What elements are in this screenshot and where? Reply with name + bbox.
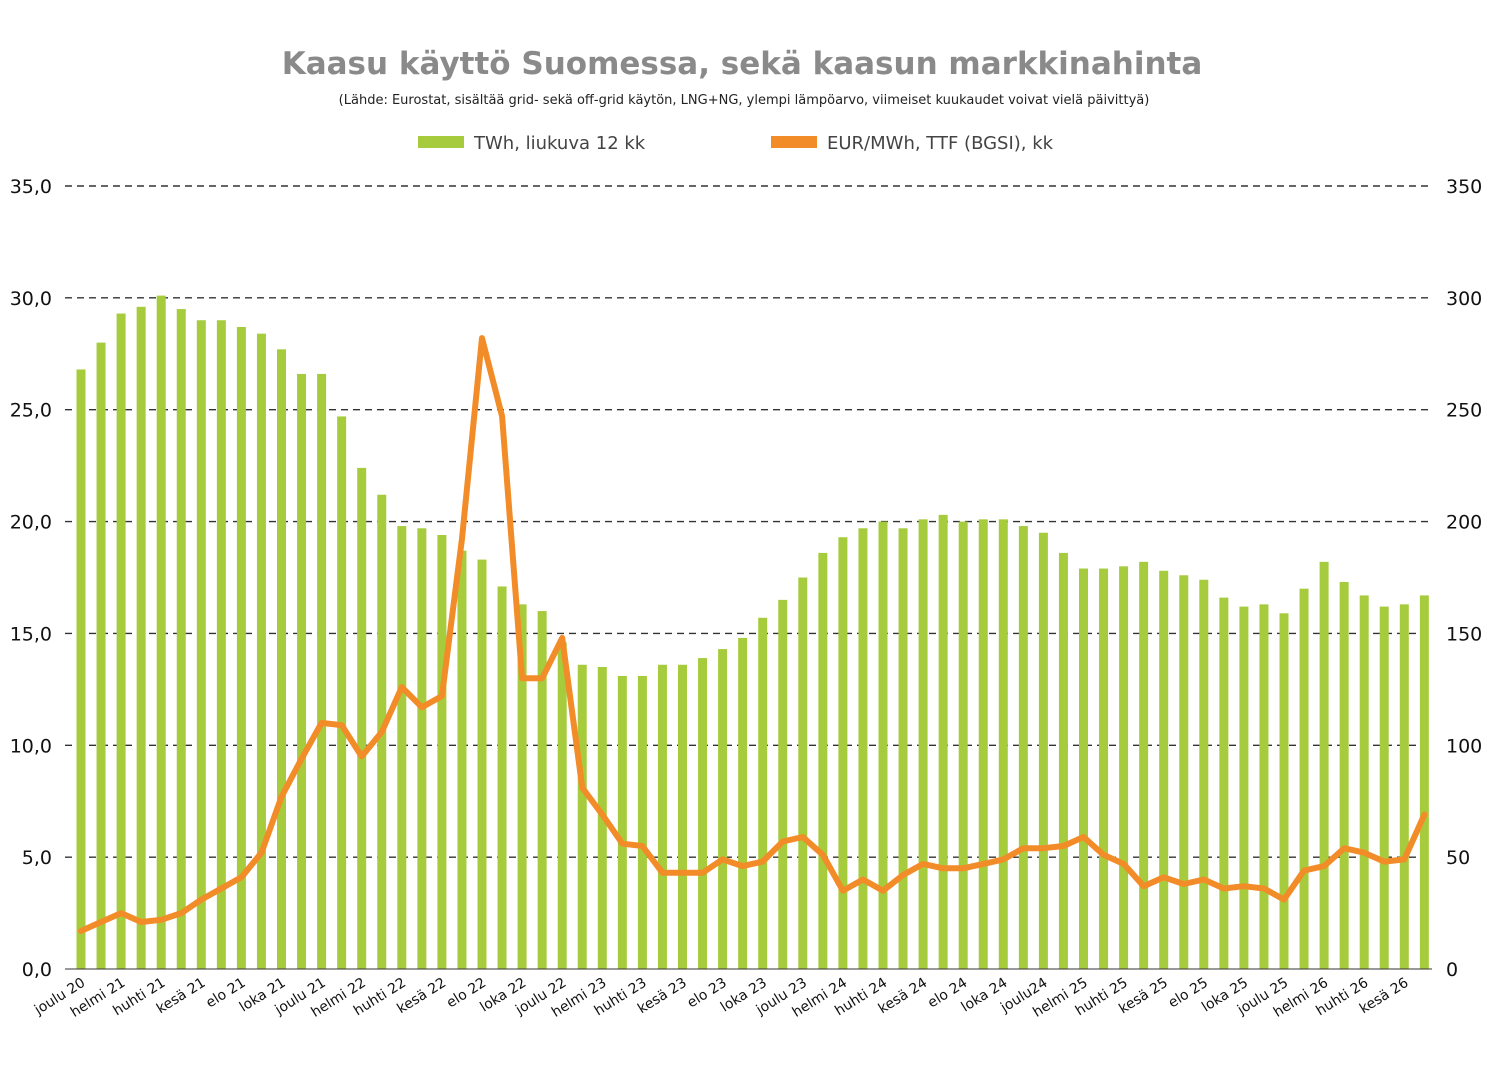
bar xyxy=(577,664,587,969)
y-right-tick-label: 200 xyxy=(1446,512,1482,534)
bar xyxy=(517,604,527,969)
y-axis-left: 0,0 5,0 10,0 15,0 20,0 25,0 30,0 35,0 xyxy=(10,176,52,981)
bar xyxy=(1419,595,1429,969)
bar xyxy=(637,675,647,969)
legend-label-bars: TWh, liukuva 12 kk xyxy=(473,133,646,154)
bar xyxy=(317,373,327,969)
bar xyxy=(798,577,808,969)
line-series xyxy=(78,335,1428,934)
bar xyxy=(277,349,286,970)
bar xyxy=(818,552,828,969)
bar xyxy=(617,675,627,969)
bar xyxy=(1058,552,1068,969)
bar xyxy=(998,519,1008,969)
y-left-tick-label: 30,0 xyxy=(10,288,52,310)
legend-swatch-bars xyxy=(418,136,464,148)
bar xyxy=(216,320,226,969)
y-left-tick-label: 15,0 xyxy=(10,623,52,645)
bar xyxy=(898,528,908,969)
legend-label-line: EUR/MWh, TTF (BGSI), kk xyxy=(827,133,1054,154)
y-left-tick-label: 35,0 xyxy=(10,176,52,198)
y-right-tick-label: 250 xyxy=(1446,400,1482,422)
bar xyxy=(76,369,86,970)
bar xyxy=(698,658,708,969)
bar xyxy=(858,528,868,969)
bar xyxy=(256,333,266,969)
bar xyxy=(838,537,848,969)
bar xyxy=(1179,575,1189,969)
bar xyxy=(1319,561,1329,969)
bar xyxy=(1239,606,1249,969)
bar xyxy=(136,306,146,969)
y-right-tick-label: 300 xyxy=(1446,288,1482,310)
bar xyxy=(1079,568,1088,969)
bar xyxy=(758,617,768,969)
price-line xyxy=(78,335,1428,934)
bar xyxy=(537,611,547,969)
bar xyxy=(196,320,206,969)
bar xyxy=(657,664,667,969)
bar xyxy=(477,559,487,969)
bar xyxy=(678,664,687,969)
bar xyxy=(718,649,728,969)
legend-swatch-line xyxy=(771,136,817,148)
bar xyxy=(1119,566,1129,969)
bar-series xyxy=(76,295,1429,970)
bar xyxy=(357,467,367,969)
y-left-tick-label: 25,0 xyxy=(10,400,52,422)
chart-title: Kaasu käyttö Suomessa, sekä kaasun markk… xyxy=(282,46,1203,82)
bar xyxy=(878,521,888,969)
bar xyxy=(1199,579,1209,969)
bar xyxy=(1159,570,1169,969)
bar xyxy=(557,642,567,969)
bar xyxy=(1219,597,1229,969)
bar xyxy=(958,521,968,969)
bar xyxy=(1259,604,1269,969)
y-right-tick-label: 350 xyxy=(1446,176,1482,198)
y-right-tick-label: 0 xyxy=(1446,959,1458,981)
y-right-tick-label: 150 xyxy=(1446,623,1482,645)
bar xyxy=(1339,581,1349,969)
legend: TWh, liukuva 12 kk EUR/MWh, TTF (BGSI), … xyxy=(418,133,1054,154)
bar xyxy=(978,519,988,969)
y-right-tick-label: 50 xyxy=(1446,847,1470,869)
bar xyxy=(116,313,126,969)
bar xyxy=(1018,526,1028,969)
bar xyxy=(437,534,447,969)
bar xyxy=(1379,606,1389,969)
bar xyxy=(1099,568,1109,969)
y-left-tick-label: 0,0 xyxy=(22,959,52,981)
bar xyxy=(337,416,347,969)
bar xyxy=(1299,588,1309,969)
bar xyxy=(397,526,407,969)
bar xyxy=(1399,604,1409,969)
bar xyxy=(778,599,788,969)
bar xyxy=(417,528,427,969)
bar xyxy=(497,586,507,969)
bar xyxy=(938,514,948,969)
bar xyxy=(1279,613,1289,969)
bar xyxy=(918,519,928,969)
y-right-tick-label: 100 xyxy=(1446,735,1482,757)
y-left-tick-label: 10,0 xyxy=(10,735,52,757)
chart-subtitle: (Lähde: Eurostat, sisältää grid- sekä of… xyxy=(339,93,1150,108)
bar xyxy=(156,295,166,969)
bar xyxy=(738,637,748,969)
y-axis-right: 0 50 100 150 200 250 300 350 xyxy=(1446,176,1482,981)
bar xyxy=(1038,532,1048,969)
bar xyxy=(1139,561,1149,969)
y-left-tick-label: 5,0 xyxy=(22,847,52,869)
y-left-tick-label: 20,0 xyxy=(10,512,52,534)
bar xyxy=(457,550,467,969)
bar xyxy=(236,326,246,969)
bar xyxy=(176,309,186,969)
bar xyxy=(297,373,307,969)
bar xyxy=(1359,595,1369,969)
bar xyxy=(96,342,106,970)
